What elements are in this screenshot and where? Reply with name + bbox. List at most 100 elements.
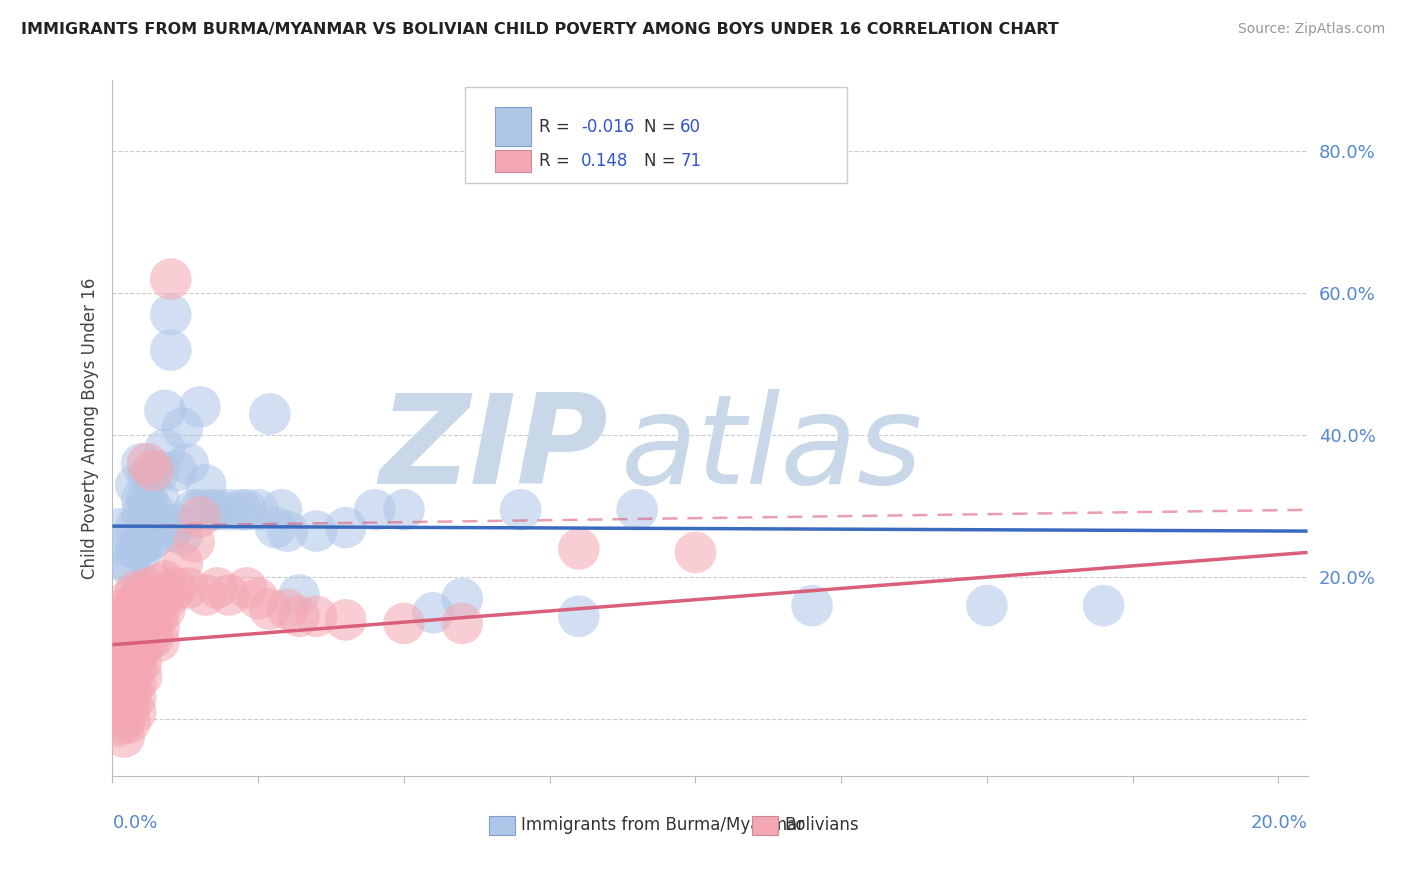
Point (136, 634, 159, 648)
Point (125, 663, 148, 677)
Point (183, 503, 205, 517)
Point (229, 503, 252, 517)
Point (142, 520, 165, 534)
Point (159, 588, 181, 602)
Point (148, 492, 170, 507)
FancyBboxPatch shape (495, 107, 531, 146)
Point (125, 631, 148, 645)
Point (148, 591, 170, 606)
Point (136, 595, 159, 609)
Point (118, 556, 141, 570)
FancyBboxPatch shape (465, 87, 848, 183)
Text: Source: ZipAtlas.com: Source: ZipAtlas.com (1237, 22, 1385, 37)
Point (172, 556, 194, 570)
Point (118, 613, 141, 627)
Point (136, 471, 159, 485)
Point (142, 531, 165, 545)
Point (131, 538, 153, 552)
Point (131, 545, 153, 559)
Point (159, 308, 181, 322)
Point (976, 599, 998, 613)
Point (125, 648, 148, 663)
Point (136, 624, 159, 638)
Point (451, 591, 474, 606)
Point (136, 609, 159, 624)
Point (364, 503, 387, 517)
Point (451, 616, 474, 631)
Point (142, 631, 165, 645)
Point (131, 616, 153, 631)
Point (142, 464, 165, 478)
Point (172, 527, 194, 541)
Point (112, 652, 135, 666)
Point (131, 602, 153, 616)
Point (247, 503, 270, 517)
Point (142, 503, 165, 517)
Point (125, 478, 148, 492)
Point (568, 609, 591, 624)
Point (194, 588, 217, 602)
Point (188, 400, 211, 414)
Point (118, 659, 141, 673)
Point (153, 602, 176, 616)
Y-axis label: Child Poverty Among Boys Under 16: Child Poverty Among Boys Under 16 (80, 277, 98, 579)
Point (107, 648, 129, 663)
Point (200, 503, 222, 517)
Point (259, 407, 281, 421)
FancyBboxPatch shape (495, 150, 531, 172)
Point (131, 588, 153, 602)
Point (247, 591, 270, 606)
Text: Bolivians: Bolivians (785, 816, 859, 834)
Point (118, 634, 141, 648)
Point (166, 581, 188, 595)
Text: -0.016: -0.016 (581, 118, 634, 136)
Point (626, 503, 648, 517)
Point (335, 520, 357, 534)
Point (153, 403, 176, 417)
Point (112, 663, 135, 677)
Point (207, 503, 229, 517)
Point (183, 534, 205, 549)
Point (218, 503, 240, 517)
Point (118, 591, 141, 606)
Point (172, 421, 194, 435)
Point (118, 673, 141, 688)
Point (148, 464, 170, 478)
Point (153, 574, 176, 588)
Point (235, 581, 257, 595)
Point (112, 673, 135, 688)
Point (188, 503, 211, 517)
Point (107, 663, 129, 677)
Point (685, 545, 707, 559)
Point (125, 606, 148, 620)
Point (288, 588, 311, 602)
Point (509, 503, 531, 517)
Point (159, 524, 181, 538)
Point (112, 538, 135, 552)
Point (131, 492, 153, 507)
Text: R =: R = (538, 118, 569, 136)
Point (112, 620, 135, 634)
Point (264, 520, 287, 534)
Point (136, 520, 159, 534)
Point (125, 677, 148, 691)
Point (148, 620, 170, 634)
FancyBboxPatch shape (489, 815, 515, 835)
Point (392, 503, 415, 517)
Text: N =: N = (644, 118, 676, 136)
Point (159, 343, 181, 357)
Point (136, 534, 159, 549)
Point (125, 690, 148, 705)
Point (125, 520, 148, 534)
Point (107, 698, 129, 712)
Text: N =: N = (644, 152, 676, 170)
Point (107, 719, 129, 733)
Point (131, 656, 153, 670)
Point (801, 599, 824, 613)
Text: R =: R = (538, 152, 569, 170)
Point (112, 715, 135, 730)
Point (1092, 599, 1115, 613)
Text: Immigrants from Burma/Myanmar: Immigrants from Burma/Myanmar (522, 816, 804, 834)
Point (159, 272, 181, 286)
Point (125, 616, 148, 631)
